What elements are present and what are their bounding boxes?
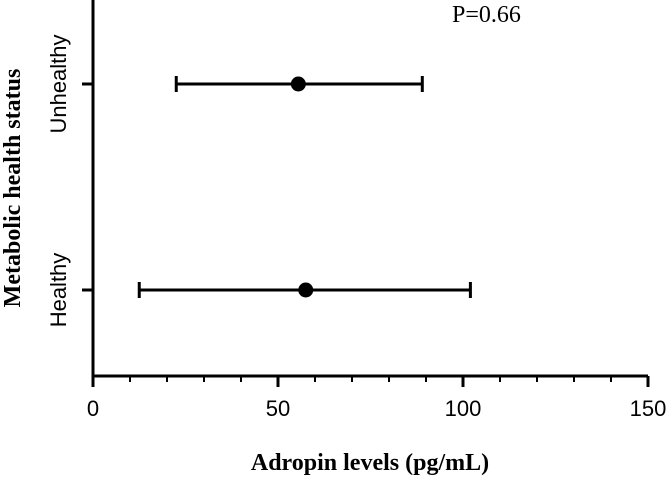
x-major-ticks: 0 50 100 150 bbox=[87, 376, 666, 421]
y-category-ticks: Unhealthy Healthy bbox=[46, 34, 93, 327]
axes bbox=[91, 0, 648, 378]
x-tick-label: 0 bbox=[87, 396, 99, 421]
x-tick-label: 100 bbox=[445, 396, 482, 421]
y-category-label: Unhealthy bbox=[46, 34, 71, 133]
x-tick-label: 50 bbox=[266, 396, 290, 421]
mean-point bbox=[290, 76, 306, 92]
mean-point bbox=[298, 282, 314, 298]
x-axis-title: Adropin levels (pg/mL) bbox=[251, 450, 489, 476]
y-axis-title: Metabolic health status bbox=[0, 69, 26, 308]
p-value-annotation: P=0.66 bbox=[452, 2, 521, 28]
error-bars bbox=[137, 76, 472, 298]
y-category-label: Healthy bbox=[46, 253, 71, 328]
x-minor-ticks bbox=[129, 376, 612, 382]
x-tick-label: 150 bbox=[630, 396, 667, 421]
